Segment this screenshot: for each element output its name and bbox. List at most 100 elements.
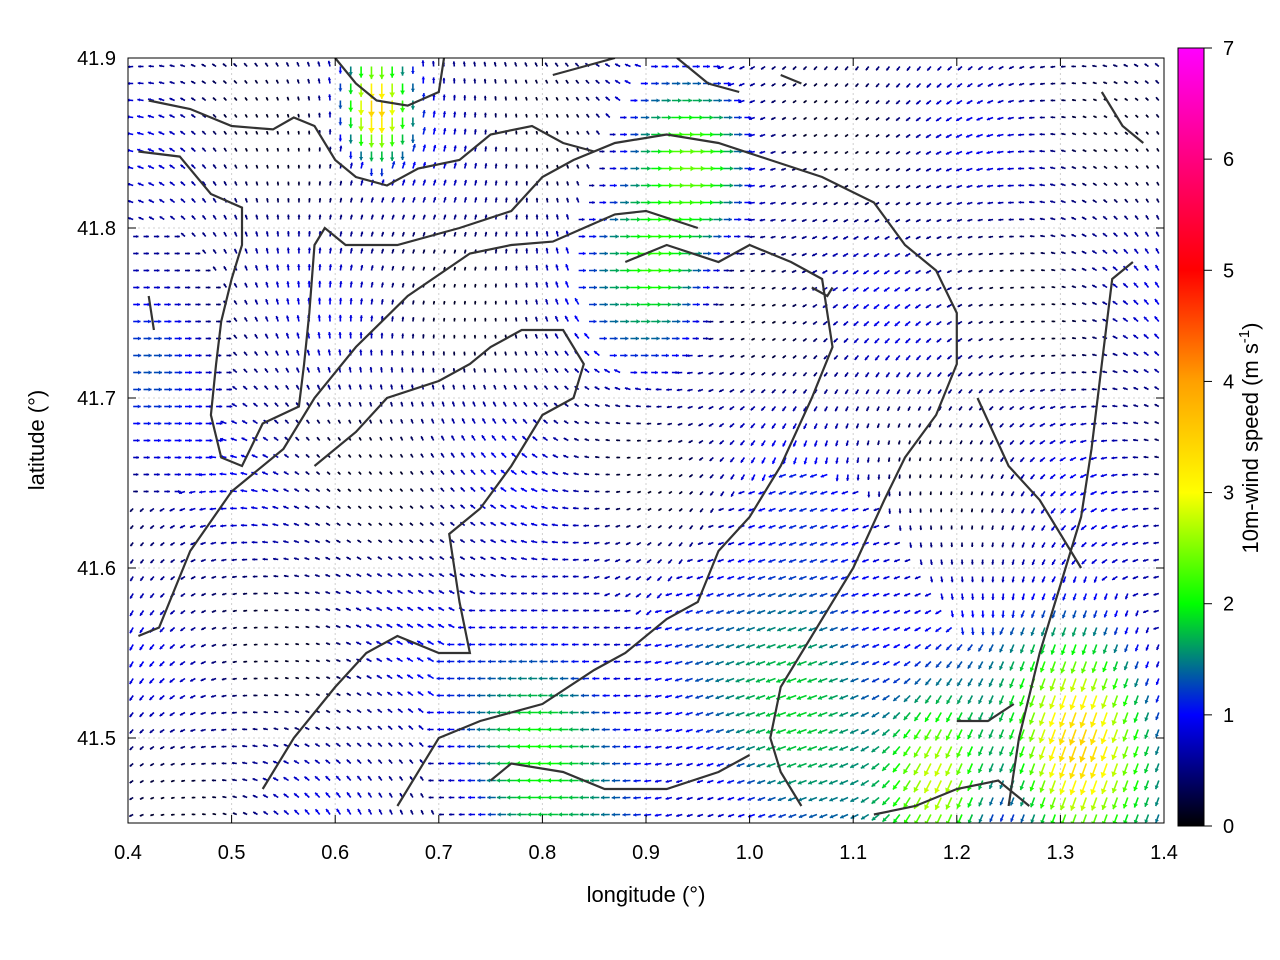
wind-arrow-head [914,627,918,632]
wind-arrow-head [776,678,781,683]
wind-arrow-head [605,473,608,476]
wind-arrow-head [537,710,541,715]
wind-arrow-head [209,472,212,477]
wind-arrow-head [410,793,413,796]
wind-arrow-head [818,797,823,802]
wind-arrow-head [294,809,298,813]
wind-arrow-head [1019,649,1025,654]
wind-arrow-head [776,712,781,717]
wind-arrow-head [231,711,235,715]
wind-arrow-head [787,627,792,632]
wind-arrow-head [568,812,573,817]
wind-arrow-head [366,675,370,679]
wind-arrow-head [654,694,658,699]
wind-arrow-head [378,759,381,763]
wind-arrow-head [180,729,183,733]
wind-arrow-head [285,677,288,680]
wind-arrow-head [572,574,576,579]
wind-arrow-head [212,812,215,816]
wind-arrow-head [325,759,329,763]
wind-arrow [936,814,942,823]
wind-arrow-head [846,478,850,481]
wind-arrow-head [1090,805,1097,811]
wind-arrow-head [378,742,381,746]
wind-arrow-head [129,680,133,685]
wind-arrow-head [147,421,151,426]
wind-arrow-head [923,770,930,776]
wind-arrow-head [427,674,431,678]
wind-arrow-head [221,762,224,765]
wind-arrow-head [1145,647,1149,651]
wind-arrow-head [139,747,143,750]
wind-arrow-head [294,743,297,747]
wind-arrow-head [616,456,619,459]
wind-arrow-head [139,814,143,817]
wind-arrow-head [304,776,308,780]
wind-arrow-head [386,624,390,628]
wind-arrow-head [232,626,236,630]
wind-arrow-head [356,675,360,679]
wind-arrow-head [428,796,431,799]
wind-arrow-head [903,751,908,757]
wind-arrow-head [316,676,319,679]
wind-arrow-head [634,728,637,732]
wind-arrow-head [828,678,833,683]
wind-arrow-head [807,661,812,666]
wind-arrow-head [613,660,617,664]
wind-arrow-head [756,746,761,751]
wind-arrow-head [243,660,246,663]
wind-arrow-head [446,659,450,664]
wind-arrow-head [507,812,511,817]
wind-arrow-head [507,693,511,698]
wind-arrow-head [518,659,522,664]
wind-arrow-head [1144,819,1149,823]
wind-arrow-head [903,715,908,721]
wind-arrow-head [882,731,887,736]
wind-arrow-head [179,712,183,716]
wind-arrow-head [211,644,215,647]
wind-arrow-head [970,544,974,548]
wind-arrow-head [467,659,471,664]
wind-arrow-head [178,455,182,460]
wind-arrow-head [1091,422,1094,426]
wind-arrow-head [159,696,163,700]
wind-arrow-head [914,663,919,667]
wind-arrow-head [326,642,329,645]
wind-arrow-head [1143,490,1146,494]
wind-arrow-head [304,793,308,797]
wind-arrow-head [797,780,802,785]
wind-arrow-head [624,643,627,647]
wind-arrow-head [478,642,482,647]
wind-arrow-head [675,728,679,733]
wind-arrow-head [562,625,565,630]
wind-arrow-head [828,763,833,768]
wind-arrow-head [590,778,594,783]
wind-arrow-head [1135,630,1139,634]
wind-arrow-head [665,745,669,750]
wind-arrow-head [726,627,730,632]
wind-arrow-head [199,490,203,494]
wind-arrow-head [209,507,213,511]
wind-arrow-head [908,510,912,513]
wind-arrow-head [129,797,132,800]
wind-arrow-head [366,624,370,628]
wind-arrow-head [496,795,501,800]
wind-arrow-head [956,820,962,823]
wind-arrow-head [935,820,940,823]
wind-arrow-head [582,659,585,664]
wind-arrow-head [407,691,411,695]
wind-arrow-head [243,812,246,815]
wind-arrow-head [956,803,962,809]
wind-arrow-head [644,643,648,647]
wind-arrow-head [477,778,481,783]
wind-arrow-head [500,608,503,613]
wind-arrow-head [273,810,277,814]
wind-arrow [1092,814,1098,823]
wind-arrow-head [1009,751,1014,757]
wind-arrow-head [539,659,543,664]
wind-arrow-head [1080,805,1086,811]
wind-arrow-head [685,695,689,699]
wind-arrow-head [924,787,930,794]
wind-arrow-head [935,717,940,723]
wind-arrow-head [253,811,256,815]
